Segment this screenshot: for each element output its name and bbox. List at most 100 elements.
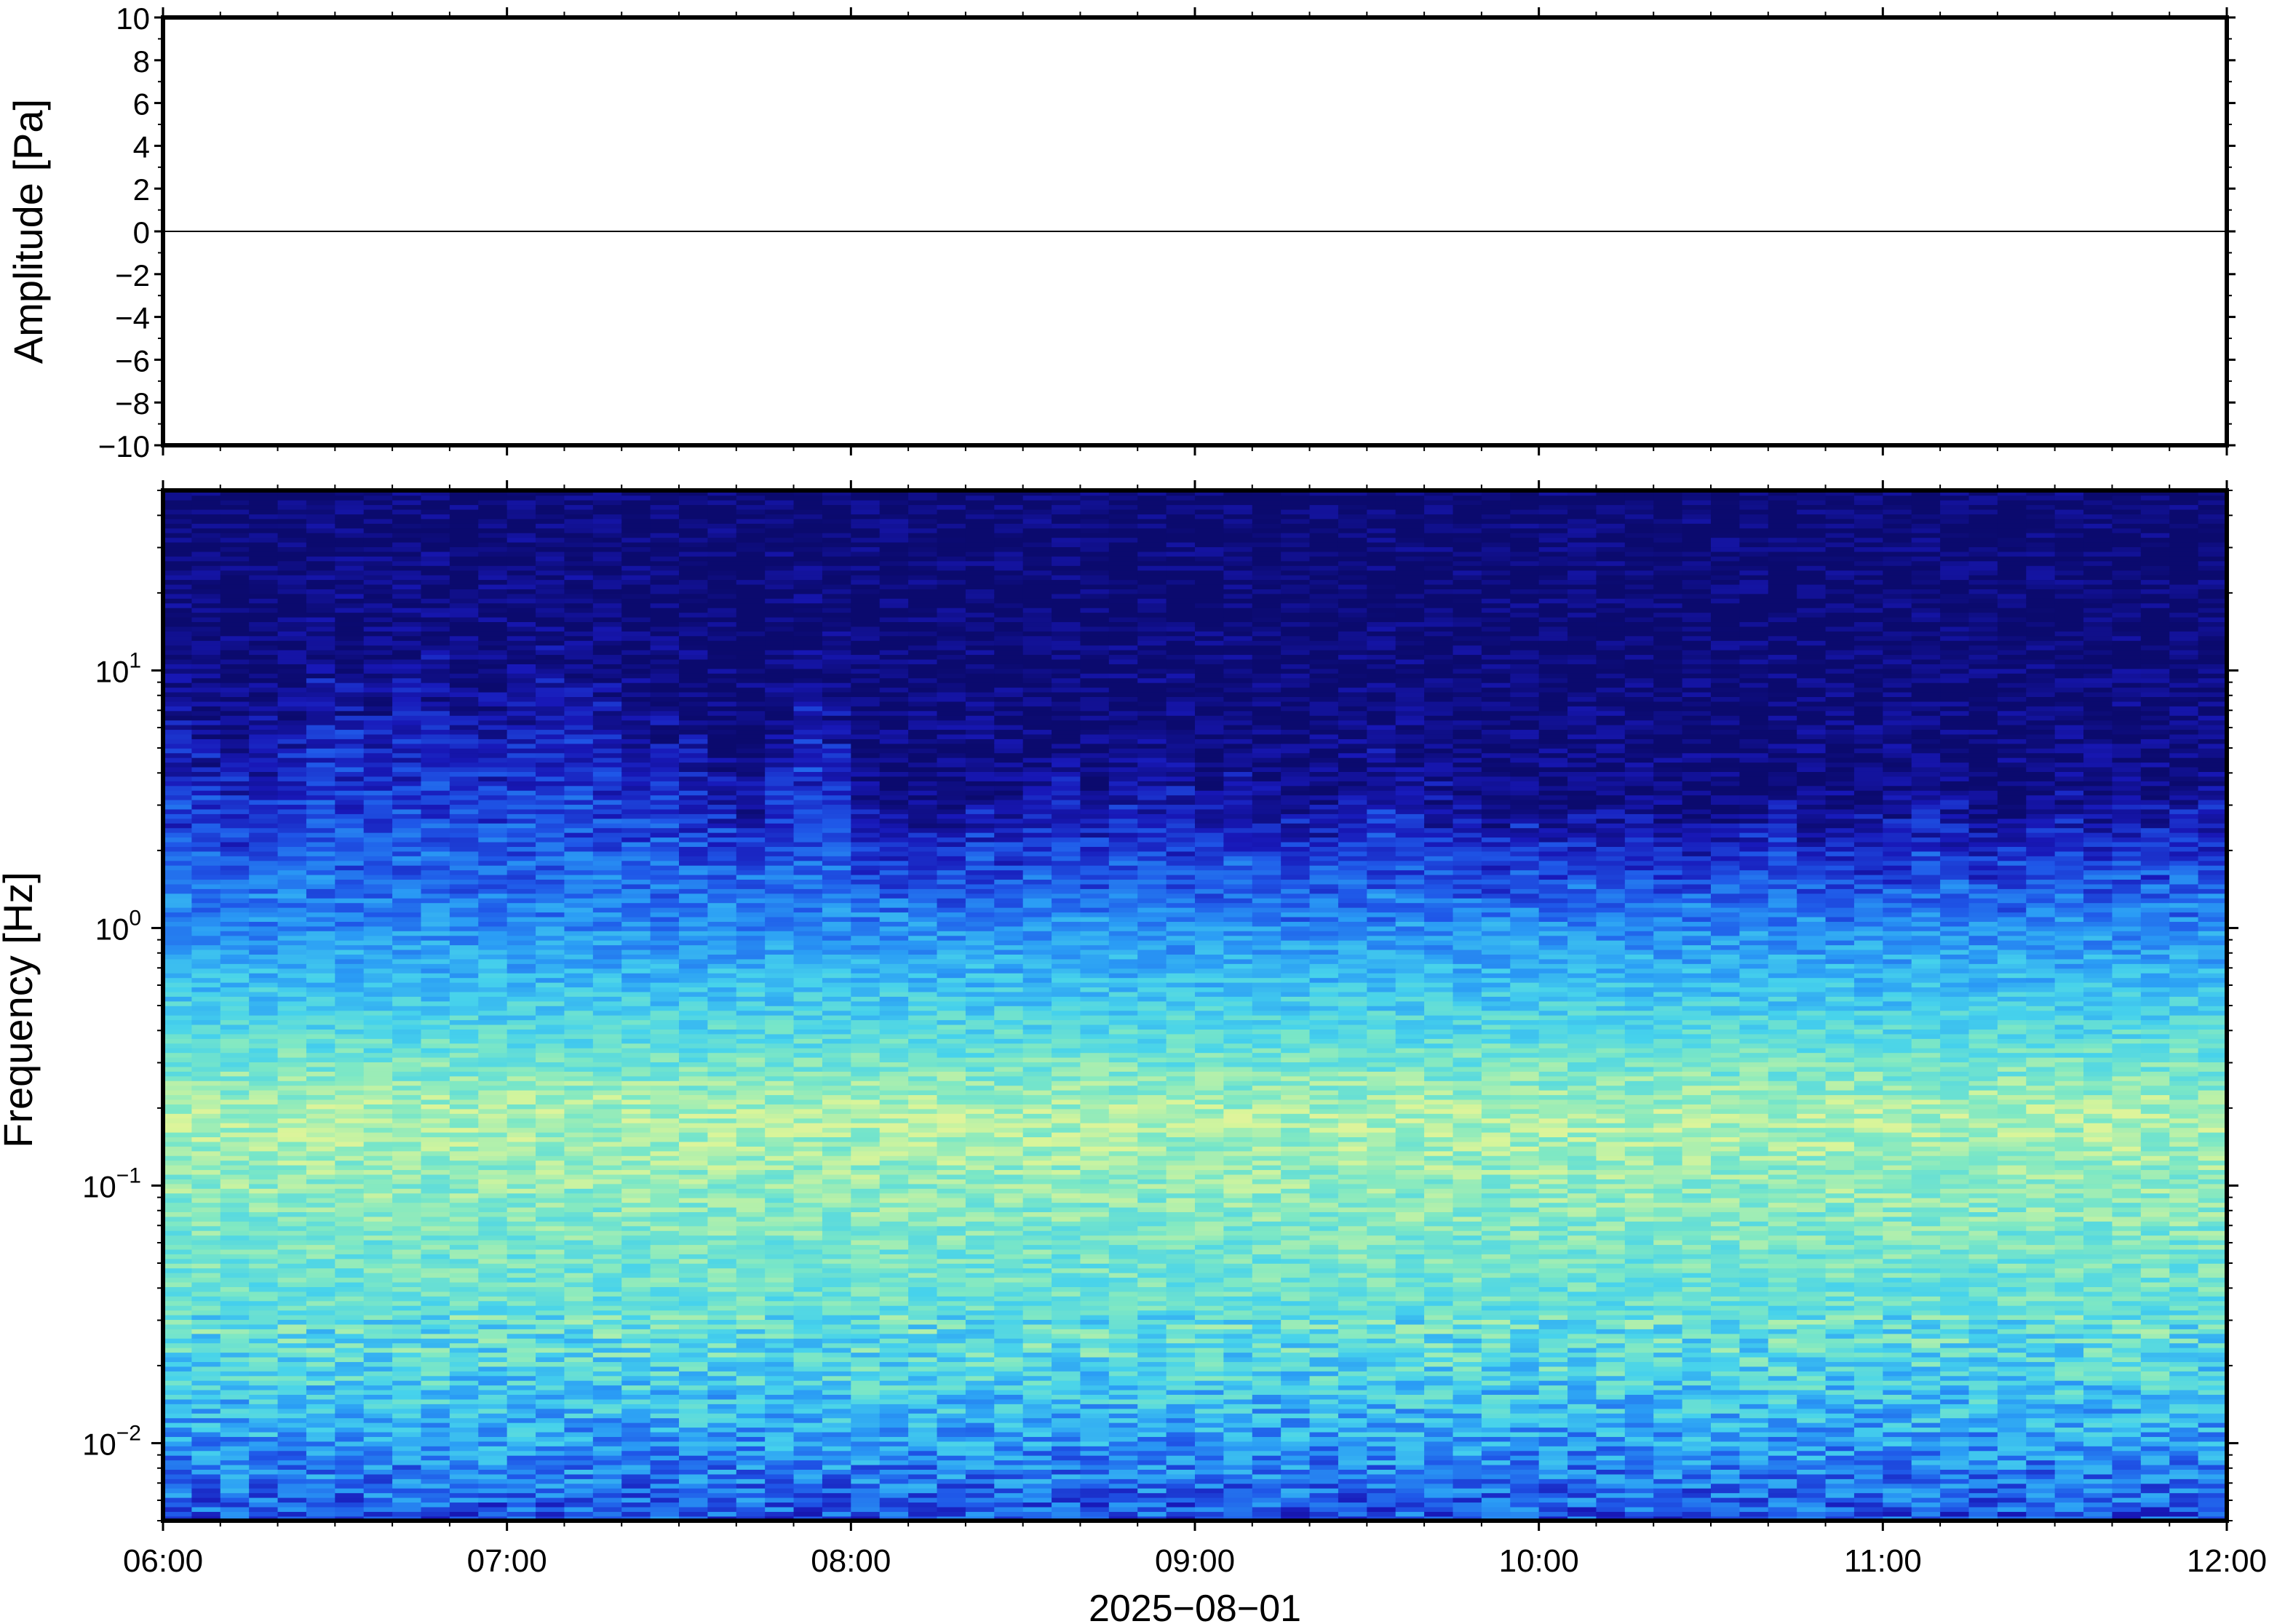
spectrogram-cell xyxy=(449,1460,480,1465)
spectrogram-cell xyxy=(592,856,623,861)
spectrogram-cell xyxy=(765,781,795,787)
spectrogram-cell xyxy=(363,987,393,992)
spectrogram-cell xyxy=(736,1216,766,1222)
spectrogram-cell xyxy=(191,1497,221,1503)
spectrogram-cell xyxy=(478,860,508,866)
spectrogram-cell xyxy=(277,1225,307,1231)
spectrogram-cell xyxy=(277,1511,307,1517)
spectrogram-cell xyxy=(707,1431,737,1437)
spectrogram-cell xyxy=(249,1141,279,1147)
spectrogram-cell xyxy=(191,1197,221,1203)
spectrogram-cell xyxy=(392,1380,422,1386)
spectrogram-cell xyxy=(679,739,709,744)
spectrogram-cell xyxy=(249,1225,279,1231)
spectrogram-cell xyxy=(163,733,193,739)
spectrogram-cell xyxy=(163,1183,193,1189)
spectrogram-cell xyxy=(449,551,480,557)
spectrogram-cell xyxy=(478,706,508,712)
spectrogram-cell xyxy=(306,972,336,979)
spectrogram-cell xyxy=(506,804,536,810)
spectrogram-cell xyxy=(421,1319,450,1325)
spectrogram-cell xyxy=(736,743,766,749)
spectrogram-cell xyxy=(621,771,651,777)
spectrogram-cell xyxy=(363,490,393,496)
spectrogram-cell xyxy=(679,1375,709,1381)
spectrogram-cell xyxy=(765,1450,795,1456)
spectrogram-cell xyxy=(592,1277,623,1283)
spectrogram-cell xyxy=(564,584,594,589)
spectrogram-cell xyxy=(335,687,365,693)
spectrogram-cell xyxy=(650,518,680,524)
spectrogram-cell xyxy=(536,808,565,814)
spectrogram-cell xyxy=(650,1043,680,1048)
spectrogram-cell xyxy=(306,1492,336,1498)
spectrogram-cell xyxy=(506,822,536,829)
spectrogram-cell xyxy=(592,532,623,538)
spectrogram-cell xyxy=(621,1193,651,1198)
spectrogram-cell xyxy=(506,664,536,669)
spectrogram-cell xyxy=(679,589,709,594)
spectrogram-cell xyxy=(249,626,279,632)
spectrogram-cell xyxy=(306,1235,336,1241)
spectrogram-cell xyxy=(592,495,623,501)
spectrogram-cell xyxy=(592,1258,623,1264)
spectrogram-cell xyxy=(163,570,193,576)
spectrogram-cell xyxy=(564,912,594,918)
spectrogram-cell xyxy=(506,649,536,656)
spectrogram-cell xyxy=(536,645,565,650)
spectrogram-cell xyxy=(592,1417,623,1423)
spectrogram-cell xyxy=(249,556,279,562)
spectrogram-cell xyxy=(363,799,393,805)
spectrogram-cell xyxy=(564,963,594,969)
spectrogram-cell xyxy=(335,958,365,964)
spectrogram-cell xyxy=(163,556,193,562)
spectrogram-cell xyxy=(650,1473,680,1479)
spectrogram-cell xyxy=(191,1436,221,1442)
spectrogram-cell xyxy=(592,1272,623,1278)
spectrogram-cell xyxy=(363,944,393,950)
spectrogram-cell xyxy=(335,1371,365,1377)
spectrogram-cell xyxy=(506,621,536,627)
spectrogram-cell xyxy=(506,598,536,604)
spectrogram-cell xyxy=(163,931,193,936)
spectrogram-cell xyxy=(564,799,594,805)
spectrogram-cell xyxy=(621,1516,651,1521)
spectrogram-cell xyxy=(363,1305,393,1311)
spectrogram-cell xyxy=(650,1160,680,1166)
spectrogram-cell xyxy=(592,996,623,1002)
spectrogram-cell xyxy=(163,1230,193,1236)
spectrogram-cell xyxy=(220,781,250,787)
spectrogram-cell xyxy=(163,640,193,646)
spectrogram-cell xyxy=(421,1431,450,1437)
spectrogram-cell xyxy=(306,822,336,829)
spectrogram-cell xyxy=(392,1137,422,1142)
spectrogram-cell xyxy=(392,1450,422,1456)
spectrogram-cell xyxy=(421,1385,450,1390)
spectrogram-cell xyxy=(564,1244,594,1250)
spectrogram-cell xyxy=(163,546,193,552)
spectrogram-cell xyxy=(363,1464,393,1470)
spectrogram-cell xyxy=(191,584,221,589)
spectrogram-cell xyxy=(621,1033,651,1039)
spectrogram-cell xyxy=(277,1441,307,1446)
spectrogram-cell xyxy=(765,612,795,618)
spectrogram-cell xyxy=(650,958,680,964)
spectrogram-cell xyxy=(592,640,623,646)
spectrogram-cell xyxy=(506,827,536,833)
spectrogram-cell xyxy=(736,1422,766,1428)
spectrogram-cell xyxy=(277,954,307,960)
spectrogram-cell xyxy=(621,1422,651,1428)
spectrogram-cell xyxy=(392,766,422,772)
spectrogram-cell xyxy=(191,1478,221,1484)
spectrogram-cell xyxy=(679,504,709,510)
spectrogram-cell xyxy=(736,1029,766,1035)
spectrogram-cell xyxy=(249,509,279,514)
spectrogram-cell xyxy=(163,776,193,781)
spectrogram-cell xyxy=(621,743,651,749)
spectrogram-cell xyxy=(536,1000,565,1006)
spectrogram-cell xyxy=(363,935,393,941)
spectrogram-cell xyxy=(736,762,766,768)
spectrogram-cell xyxy=(363,1019,393,1025)
spectrogram-cell xyxy=(163,1019,193,1025)
spectrogram-cell xyxy=(449,1385,480,1390)
